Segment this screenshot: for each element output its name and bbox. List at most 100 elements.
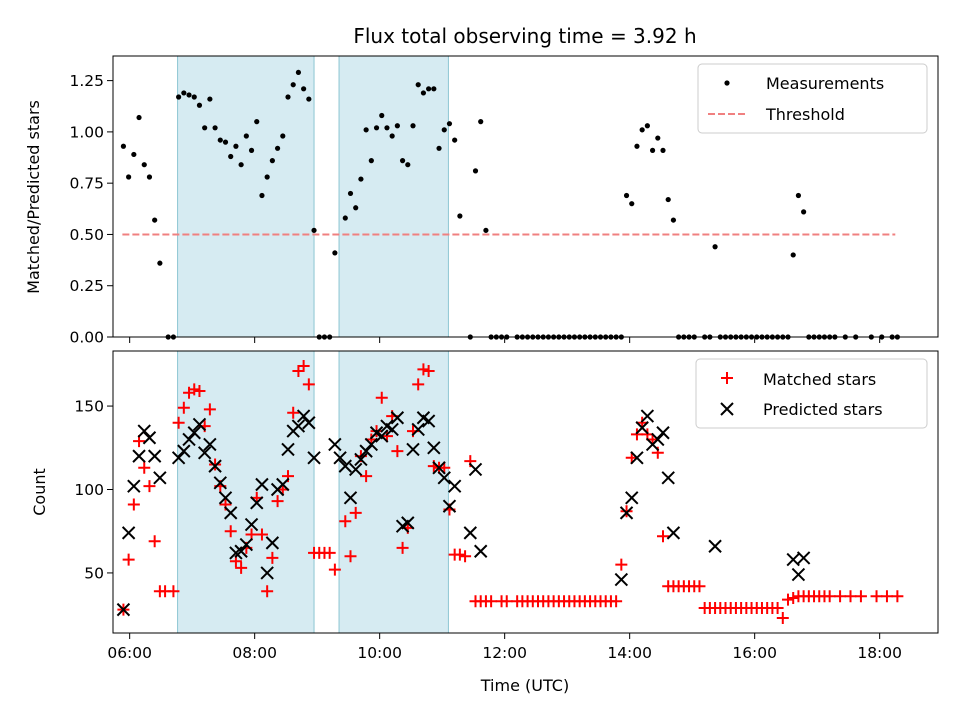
predicted-star-point — [333, 451, 347, 465]
x-tick-label: 16:00 — [732, 644, 777, 662]
measurement-point — [259, 192, 265, 199]
matched-star-point — [485, 595, 498, 608]
predicted-star-point — [661, 471, 675, 485]
measurement-point — [311, 227, 317, 233]
predicted-star-point — [390, 411, 405, 425]
measurement-point — [141, 162, 147, 168]
measurement-point — [301, 86, 307, 92]
predicted-star-point — [437, 471, 451, 485]
measurement-point — [801, 209, 807, 215]
predicted-star-point — [177, 444, 191, 458]
measurement-point — [441, 127, 447, 133]
predicted-star-point — [291, 419, 306, 433]
measurement-point — [217, 137, 223, 143]
measurement-point — [795, 192, 802, 199]
measurement-point — [644, 123, 650, 129]
measurement-point — [238, 162, 244, 168]
predicted-star-point — [354, 452, 368, 467]
measurement-point — [290, 82, 296, 88]
measurement-point — [623, 192, 630, 199]
measurement-point — [712, 244, 718, 250]
measurement-point — [399, 158, 406, 164]
matched-star-point — [255, 528, 268, 541]
matched-star-point — [657, 530, 669, 543]
matched-star-point — [209, 458, 222, 471]
x-axis-label: Time (UTC) — [480, 676, 569, 695]
matched-star-point — [339, 515, 352, 528]
matched-star-point — [776, 611, 789, 624]
predicted-star-point — [401, 516, 415, 530]
matched-star-point — [391, 445, 404, 458]
measurement-point — [649, 147, 656, 153]
predicted-star-point — [619, 506, 634, 520]
predicted-star-point — [302, 416, 316, 430]
predicted-star-point — [463, 526, 477, 540]
matched-star-point — [630, 428, 643, 441]
measurement-point — [790, 252, 796, 258]
top-legend: Measurements Threshold — [697, 63, 928, 134]
x-tick-label: 08:00 — [232, 644, 277, 662]
measurement-point — [295, 69, 302, 76]
matched-star-point — [349, 506, 362, 519]
y-tick-label: 0.00 — [69, 329, 104, 347]
measurement-point — [410, 123, 416, 129]
x-tick-label: 14:00 — [607, 644, 652, 662]
matched-star-point — [422, 365, 435, 378]
measurement-point — [254, 119, 260, 125]
predicted-star-point — [307, 451, 321, 465]
predicted-stars-points — [116, 409, 811, 617]
matched-star-point — [138, 461, 151, 474]
matched-star-point — [453, 548, 466, 561]
measurement-point — [389, 133, 395, 139]
predicted-star-point — [142, 431, 157, 445]
legend-matched-label: Matched stars — [763, 370, 876, 389]
predicted-star-point — [276, 477, 290, 492]
measurement-point — [629, 201, 635, 207]
predicted-star-point — [208, 459, 222, 473]
measurement-point — [196, 102, 203, 108]
matched-star-point — [127, 498, 140, 511]
matched-star-point — [610, 595, 623, 608]
x-tick-label: 18:00 — [857, 644, 902, 662]
top-shaded-intervals — [177, 55, 449, 338]
x-tick-label: 12:00 — [482, 644, 527, 662]
measurement-point — [358, 176, 364, 182]
measurement-point — [222, 139, 229, 145]
measurement-point — [420, 90, 427, 96]
legend-threshold-label: Threshold — [765, 105, 845, 124]
predicted-star-point — [411, 422, 425, 437]
predicted-star-point — [127, 479, 141, 493]
predicted-star-point — [137, 424, 151, 438]
measurement-point — [248, 147, 255, 153]
predicted-star-point — [385, 422, 399, 437]
predicted-star-point — [213, 476, 227, 490]
top-legend-box — [697, 63, 928, 134]
bottom-legend-box — [695, 358, 928, 429]
matched-star-point — [143, 480, 156, 493]
legend-matched-marker — [721, 372, 733, 384]
predicted-star-point — [468, 462, 483, 477]
matched-star-point — [620, 505, 633, 518]
measurement-point — [157, 260, 163, 266]
chart-title: Flux total observing time = 3.92 h — [353, 24, 696, 48]
predicted-star-point — [442, 499, 457, 513]
predicted-star-point — [656, 426, 670, 440]
legend-measurements-marker — [724, 80, 730, 86]
measurement-point — [181, 90, 187, 96]
predicted-star-point — [116, 602, 131, 617]
matched-stars-points — [117, 360, 904, 624]
predicted-star-point — [708, 539, 722, 553]
y-tick-label: 1.25 — [69, 72, 104, 90]
predicted-star-point — [343, 491, 358, 505]
measurement-point — [363, 127, 369, 133]
measurement-point — [280, 133, 286, 139]
predicted-star-point — [255, 477, 269, 492]
matched-star-point — [193, 385, 206, 398]
measurement-point — [655, 135, 661, 141]
measurement-point — [136, 114, 142, 121]
shaded-interval — [177, 350, 315, 634]
predicted-star-point — [182, 432, 196, 447]
measurement-point — [347, 190, 354, 197]
matched-star-point — [782, 593, 794, 606]
matched-star-point — [787, 591, 800, 604]
